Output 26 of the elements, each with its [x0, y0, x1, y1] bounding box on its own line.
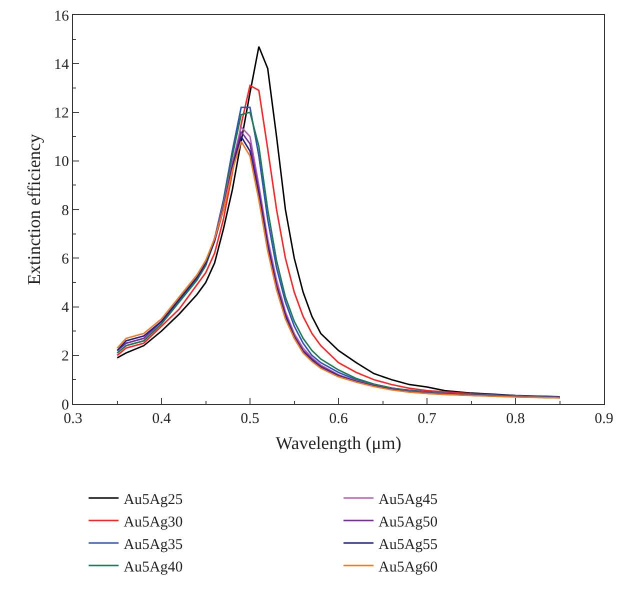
- y-axis-title: Extinction efficiency: [24, 134, 44, 286]
- legend-label: Au5Ag50: [378, 514, 438, 530]
- legend-label: Au5Ag40: [124, 559, 183, 576]
- y-tick-label: 12: [54, 106, 69, 122]
- x-tick-label: 0.9: [594, 411, 614, 427]
- legend-label: Au5Ag25: [124, 492, 183, 508]
- y-tick-label: 14: [54, 56, 70, 73]
- y-tick-label: 16: [54, 8, 70, 24]
- y-tick-label: 0: [62, 397, 69, 414]
- y-tick-label: 8: [62, 202, 69, 219]
- y-tick-label: 2: [62, 348, 69, 365]
- x-tick-label: 0.7: [418, 411, 437, 427]
- legend-label: Au5Ag60: [378, 559, 438, 576]
- x-tick-label: 0.4: [152, 411, 172, 427]
- legend-label: Au5Ag30: [124, 514, 183, 530]
- x-tick-label: 0.5: [240, 411, 260, 427]
- legend-label: Au5Ag35: [124, 536, 183, 553]
- legend-label: Au5Ag55: [378, 536, 438, 553]
- x-axis-title: Wavelength (μm): [276, 433, 402, 454]
- y-tick-label: 4: [62, 300, 70, 316]
- y-tick-label: 10: [54, 154, 69, 170]
- x-tick-label: 0.3: [64, 411, 82, 427]
- x-tick-label: 0.6: [329, 411, 348, 427]
- x-tick-label: 0.8: [506, 411, 525, 427]
- legend-label: Au5Ag45: [378, 492, 438, 508]
- y-tick-label: 6: [62, 251, 70, 268]
